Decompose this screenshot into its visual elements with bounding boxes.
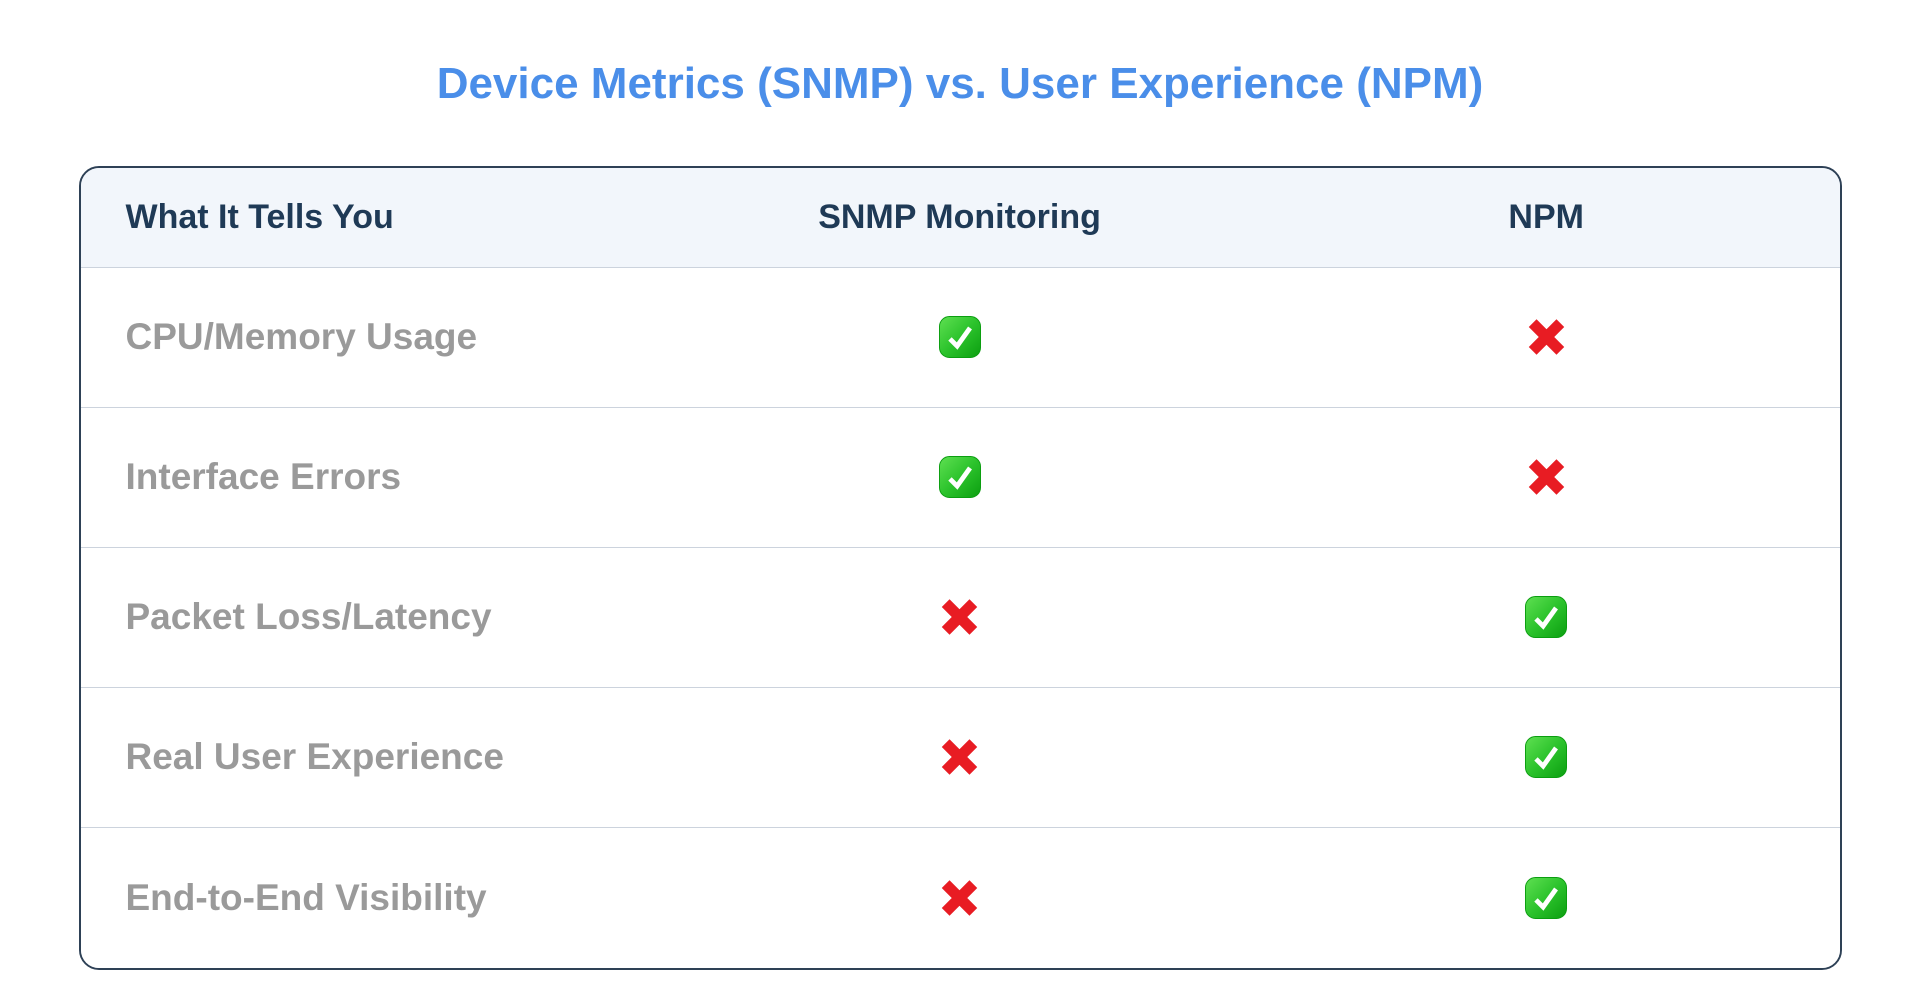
check-icon xyxy=(1525,596,1568,639)
row-label: CPU/Memory Usage xyxy=(125,316,478,358)
column-header-npm: NPM xyxy=(1508,197,1584,236)
row-label: End-to-End Visibility xyxy=(125,876,487,918)
cross-icon xyxy=(1525,316,1568,358)
table-header-row: What It Tells You SNMP Monitoring NPM xyxy=(80,167,1840,268)
cross-icon xyxy=(938,596,981,638)
page-title: Device Metrics (SNMP) vs. User Experienc… xyxy=(436,59,1484,108)
column-header-snmp-monitoring: SNMP Monitoring xyxy=(818,197,1101,236)
snmp-cell xyxy=(666,736,1253,778)
npm-cell xyxy=(1253,316,1840,358)
check-icon xyxy=(938,316,981,359)
check-icon xyxy=(938,456,981,499)
table-row: Interface Errors xyxy=(80,407,1840,548)
table-body: CPU/Memory Usage Interface Errors Packet… xyxy=(80,267,1840,968)
snmp-cell xyxy=(666,456,1253,499)
cross-icon xyxy=(1525,456,1568,498)
row-label: Real User Experience xyxy=(125,736,504,778)
npm-cell xyxy=(1253,876,1840,919)
table-row: CPU/Memory Usage xyxy=(80,267,1840,408)
cross-icon xyxy=(938,736,981,778)
npm-cell xyxy=(1253,736,1840,779)
page: Device Metrics (SNMP) vs. User Experienc… xyxy=(0,58,1920,1008)
comparison-table: What It Tells You SNMP Monitoring NPM CP… xyxy=(78,165,1842,970)
column-header-what-it-tells-you: What It Tells You xyxy=(125,197,394,236)
check-icon xyxy=(1525,736,1568,779)
npm-cell xyxy=(1253,596,1840,639)
row-label: Packet Loss/Latency xyxy=(125,596,492,638)
cross-icon xyxy=(938,877,981,919)
row-label: Interface Errors xyxy=(125,456,402,498)
table-row: Packet Loss/Latency xyxy=(80,547,1840,688)
snmp-cell xyxy=(666,596,1253,638)
snmp-cell xyxy=(666,316,1253,359)
npm-cell xyxy=(1253,456,1840,498)
table-row: End-to-End Visibility xyxy=(80,827,1840,968)
snmp-cell xyxy=(666,877,1253,919)
check-icon xyxy=(1525,876,1568,919)
table-row: Real User Experience xyxy=(80,687,1840,828)
